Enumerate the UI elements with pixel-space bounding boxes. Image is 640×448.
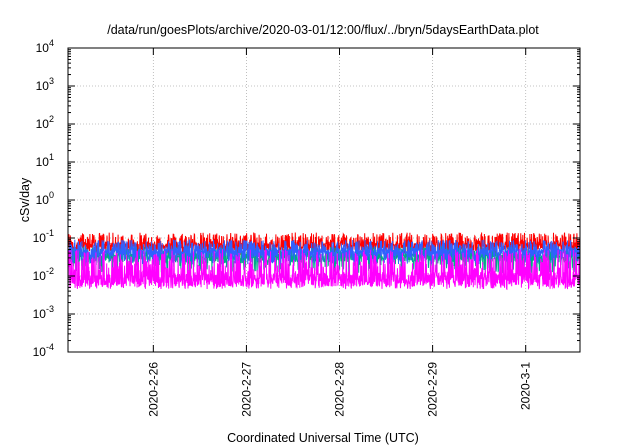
- x-tick-label: 2020-2-26: [146, 362, 160, 417]
- y-tick-label: 10-4: [33, 342, 54, 359]
- x-axis: 2020-2-26 2020-2-27 2020-2-28 2020-2-29 2020…: [146, 48, 533, 417]
- y-tick-label: 101: [36, 152, 54, 169]
- chart-title: /data/run/goesPlots/archive/2020-03-01/1…: [107, 23, 539, 37]
- x-tick-label: 2020-2-29: [426, 362, 440, 417]
- x-tick-label: 2020-2-28: [333, 362, 347, 417]
- y-axis-label: cSv/day: [18, 177, 32, 222]
- y-tick-label: 10-3: [33, 304, 54, 321]
- y-axis: 10-4 10-3 10-2 10-1 100 101 102 103 104: [33, 38, 580, 359]
- series-line: [67, 249, 581, 291]
- series-layer: [67, 232, 581, 291]
- x-axis-label: Coordinated Universal Time (UTC): [227, 431, 419, 445]
- y-tick-label: 104: [36, 38, 54, 55]
- y-tick-label: 102: [36, 114, 54, 131]
- grid-lines: [68, 48, 580, 352]
- y-tick-label: 103: [36, 76, 54, 93]
- y-tick-label: 100: [36, 190, 54, 207]
- y-tick-label: 10-1: [33, 228, 54, 245]
- y-tick-label: 10-2: [33, 266, 54, 283]
- x-tick-label: 2020-3-1: [519, 362, 533, 410]
- x-tick-label: 2020-2-27: [239, 362, 253, 417]
